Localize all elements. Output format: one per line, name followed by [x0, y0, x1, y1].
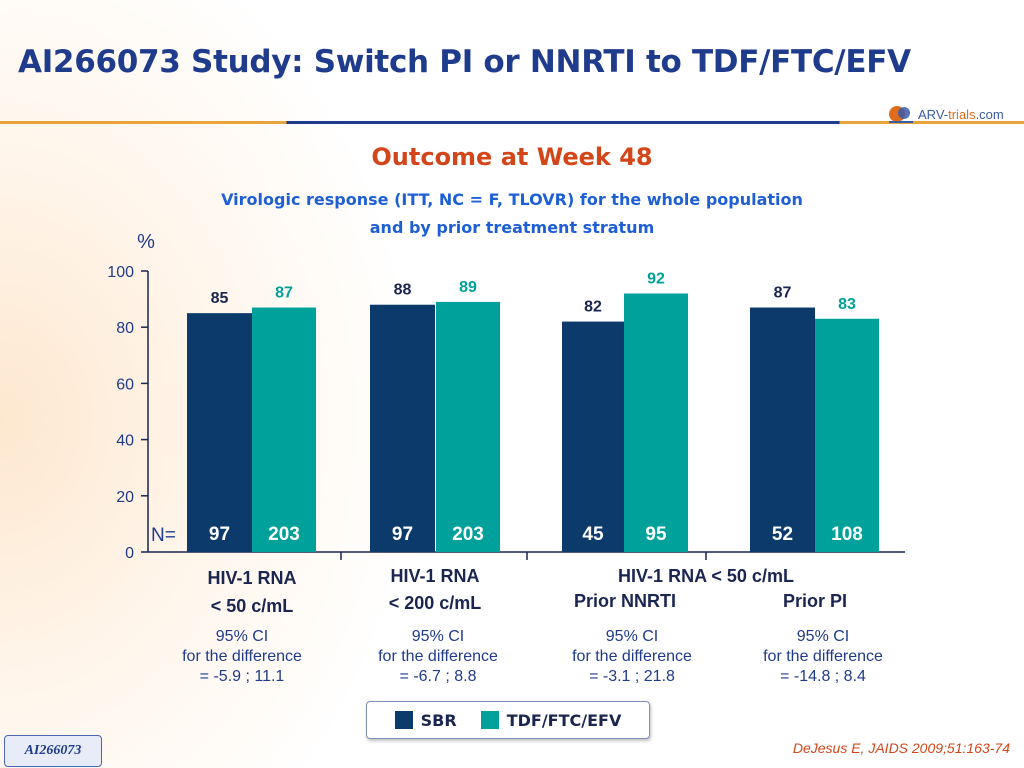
legend-label-sbr: SBR: [420, 710, 457, 730]
legend-item-sbr: SBR: [394, 710, 457, 730]
slide-title: AI266073 Study: Switch PI or NNRTI to TD…: [18, 44, 911, 80]
bar-tdf-ftc-efv: [624, 293, 688, 552]
ci-line: for the difference: [572, 648, 692, 665]
legend-label-tdf-ftc-efv: TDF/FTC/EFV: [506, 710, 622, 730]
n-label: N=: [151, 525, 176, 546]
chart-legend: SBR TDF/FTC/EFV: [366, 701, 650, 739]
bar-n-label: 203: [268, 524, 300, 545]
y-tick-label: 40: [116, 433, 134, 450]
x-category-label: < 200 c/mL: [389, 593, 482, 613]
ci-line: = -3.1 ; 21.8: [589, 668, 675, 685]
legend-item-tdf-ftc-efv: TDF/FTC/EFV: [480, 710, 622, 730]
bar-n-label: 203: [452, 524, 484, 545]
slide-subtitle: Outcome at Week 48: [371, 143, 653, 171]
legend-swatch-sbr: [394, 711, 413, 729]
bar-sbr: [562, 321, 624, 552]
bar-n-label: 45: [582, 524, 604, 545]
ci-line: for the difference: [378, 648, 498, 665]
description-line-1: Virologic response (ITT, NC = F, TLOVR) …: [221, 190, 803, 209]
bar-n-label: 95: [645, 524, 667, 545]
ci-line: 95% CI: [796, 628, 850, 645]
x-category-label: Prior PI: [783, 591, 847, 611]
bar-tdf-ftc-efv: [815, 318, 879, 552]
citation: DeJesus E, JAIDS 2009;51:163-74: [792, 740, 1010, 756]
ci-line: = -14.8 ; 8.4: [780, 668, 866, 685]
y-axis-label: %: [137, 231, 155, 253]
logo-text: ARV-trials.com: [918, 106, 1004, 122]
ci-line: 95% CI: [605, 628, 659, 645]
description-line-2: and by prior treatment stratum: [369, 218, 655, 237]
ci-annotation: 95% CI for the difference = -6.7 ; 8.8: [348, 627, 528, 687]
legend-swatch-tdf-ftc-efv: [480, 711, 499, 729]
title-divider: [0, 121, 1024, 124]
x-category-label: HIV-1 RNA: [390, 566, 479, 586]
ci-line: for the difference: [182, 648, 302, 665]
ci-line: = -6.7 ; 8.8: [399, 668, 477, 685]
ci-annotation: 95% CI for the difference = -3.1 ; 21.8: [542, 627, 722, 687]
y-tick-label: 0: [125, 545, 134, 562]
bar-value-label: 83: [838, 296, 856, 313]
bar-n-label: 52: [772, 524, 793, 545]
x-category-shared-label: HIV-1 RNA < 50 c/mL: [618, 566, 794, 586]
logo-mark-icon: [889, 106, 913, 123]
bar-value-label: 82: [584, 299, 602, 316]
ci-annotation: 95% CI for the difference = -14.8 ; 8.4: [733, 627, 913, 687]
y-tick-label: 80: [116, 320, 134, 337]
arv-trials-logo: ARV-trials.com: [886, 101, 1016, 127]
x-category-label: Prior NNRTI: [574, 591, 676, 611]
y-tick-label: 60: [116, 376, 134, 393]
ci-line: = -5.9 ; 11.1: [199, 668, 285, 685]
bar-value-label: 87: [275, 285, 293, 302]
y-tick-label: 20: [116, 489, 134, 506]
bar-value-label: 88: [394, 282, 412, 299]
bar-sbr: [370, 304, 435, 552]
ci-line: for the difference: [763, 648, 883, 665]
ci-line: 95% CI: [215, 628, 269, 645]
ci-annotation: 95% CI for the difference = -5.9 ; 11.1: [152, 627, 332, 687]
bar-n-label: 108: [831, 524, 863, 545]
y-tick-label: 100: [107, 264, 134, 281]
bar-value-label: 87: [774, 285, 792, 302]
bar-tdf-ftc-efv: [252, 307, 316, 552]
x-category-label: < 50 c/mL: [211, 596, 294, 616]
study-tag: AI266073: [4, 735, 102, 767]
bar-sbr: [187, 313, 252, 552]
bar-value-label: 89: [459, 279, 477, 296]
bar-value-label: 92: [647, 270, 665, 287]
bar-sbr: [750, 307, 815, 552]
bar-value-label: 85: [211, 290, 229, 307]
bar-n-label: 97: [209, 524, 230, 545]
x-category-label: HIV-1 RNA: [207, 568, 296, 588]
ci-line: 95% CI: [411, 628, 465, 645]
bar-tdf-ftc-efv: [436, 301, 500, 552]
bar-n-label: 97: [392, 524, 413, 545]
